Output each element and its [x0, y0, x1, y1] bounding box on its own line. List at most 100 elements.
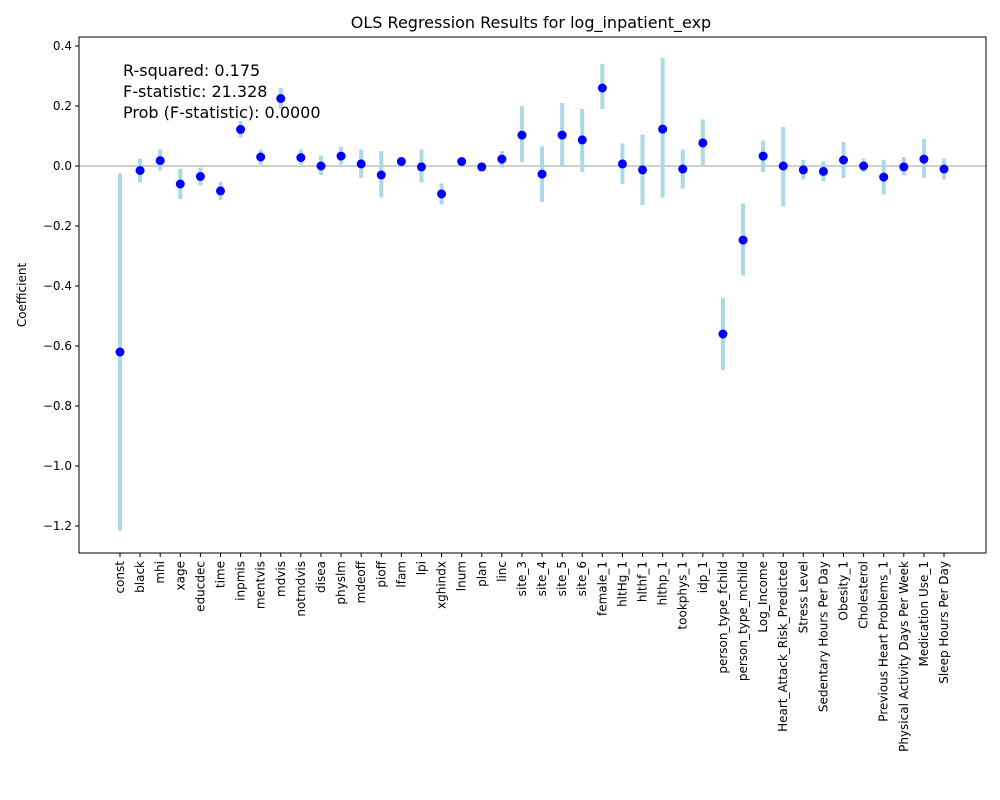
prob-f-statistic-annotation: Prob (F-statistic): 0.0000	[123, 103, 321, 122]
f-statistic-annotation: F-statistic: 21.328	[123, 82, 267, 101]
x-tick-label: Obesity_1	[837, 561, 851, 620]
x-tick-label: site_5	[555, 561, 569, 596]
data-point	[256, 152, 266, 162]
data-point	[678, 164, 688, 174]
x-tick-label: Heart_Attack_Risk_Predicted	[776, 561, 790, 732]
x-tick-label: tookphys_1	[676, 561, 690, 630]
chart-title: OLS Regression Results for log_inpatient…	[351, 13, 711, 33]
y-tick-label: 0.0	[53, 159, 72, 173]
x-tick-label: lnum	[455, 561, 469, 591]
data-point	[437, 189, 447, 199]
data-point	[899, 162, 909, 172]
data-point	[497, 154, 507, 164]
y-tick-label: 0.2	[53, 99, 72, 113]
x-tick-label: notmdvis	[294, 561, 308, 617]
data-point	[658, 124, 668, 134]
x-tick-label: hlthp_1	[656, 561, 670, 606]
x-tick-label: person_type_mchild	[736, 561, 750, 681]
data-point	[195, 172, 205, 181]
y-tick-label: −0.8	[43, 399, 72, 413]
x-tick-label: mentvis	[254, 561, 268, 609]
x-tick-label: physlm	[334, 561, 348, 605]
x-tick-label: pioff	[374, 560, 388, 587]
y-tick-label: −0.4	[43, 279, 72, 293]
data-point	[778, 161, 788, 171]
x-tick-label: educdec	[193, 561, 207, 612]
plot-frame	[78, 36, 987, 554]
x-tick-label: site_3	[515, 561, 529, 596]
x-tick-label: Medication Use_1	[917, 561, 931, 667]
data-point	[698, 138, 708, 148]
data-point	[758, 151, 768, 161]
data-point	[617, 159, 627, 169]
data-point	[477, 162, 487, 172]
data-point	[839, 155, 849, 165]
y-tick-label: 0.4	[53, 39, 72, 53]
data-point	[215, 186, 225, 196]
data-point	[537, 169, 547, 179]
r-squared-annotation: R-squared: 0.175	[123, 61, 260, 80]
data-point	[738, 235, 748, 245]
x-tick-label: xghindx	[435, 561, 449, 609]
x-tick-label: site_6	[575, 561, 589, 596]
x-tick-label: site_4	[535, 561, 549, 596]
x-tick-label: plan	[475, 561, 489, 587]
x-tick-label: hlthf_1	[636, 561, 650, 602]
x-tick-label: hltHg_1	[615, 561, 629, 607]
x-tick-label: Physical Activity Days Per Week	[897, 561, 911, 752]
x-tick-label: disea	[314, 561, 328, 593]
data-point	[919, 154, 929, 164]
data-point	[296, 153, 306, 163]
y-axis-title: Coefficient	[15, 263, 29, 328]
data-point	[175, 179, 185, 189]
x-tick-label: person_type_fchild	[716, 561, 730, 674]
data-point	[276, 94, 286, 103]
data-point	[236, 124, 246, 134]
data-point	[135, 166, 145, 175]
data-point	[517, 130, 527, 140]
x-tick-label: mdeoff	[354, 560, 368, 603]
data-point	[557, 130, 567, 140]
x-tick-label: Sleep Hours Per Day	[937, 561, 951, 684]
y-tick-label: −1.2	[43, 519, 72, 533]
y-tick-label: −0.2	[43, 219, 72, 233]
data-point	[155, 156, 165, 166]
data-point	[336, 151, 346, 161]
x-tick-label: const	[113, 561, 127, 594]
data-point	[577, 135, 587, 145]
x-tick-label: xage	[173, 561, 187, 590]
data-point	[115, 347, 125, 357]
x-tick-label: idp_1	[696, 561, 710, 593]
x-tick-label: mdvis	[274, 561, 288, 597]
y-tick-label: −0.6	[43, 339, 72, 353]
data-point	[396, 157, 406, 166]
x-tick-label: Cholesterol	[857, 561, 871, 629]
x-tick-label: linc	[495, 561, 509, 582]
data-point	[356, 159, 366, 169]
x-tick-label: Log_Income	[756, 561, 770, 633]
data-point	[457, 157, 467, 166]
data-point	[879, 172, 889, 182]
data-point	[818, 166, 828, 176]
data-point	[376, 170, 386, 180]
x-tick-label: female_1	[595, 561, 609, 616]
x-tick-label: black	[133, 561, 147, 593]
x-tick-label: Sedentary Hours Per Day	[816, 561, 830, 712]
plot-area: 0.4 0.2 0.0 −0.2 −0.4 −0.6 −0.8 −1.0 −1.2 const bl…	[43, 36, 987, 752]
data-point	[798, 165, 808, 175]
y-tick-label: −1.0	[43, 459, 72, 473]
data-point	[416, 162, 426, 172]
x-tick-label: inpmis	[234, 561, 248, 601]
x-tick-label: mhi	[153, 561, 167, 584]
data-point	[316, 161, 326, 171]
data-point	[718, 329, 728, 339]
data-point	[859, 161, 869, 171]
x-tick-label: Stress Level	[796, 561, 810, 633]
data-point	[638, 165, 648, 175]
data-point	[597, 83, 607, 93]
x-tick-label: lpi	[414, 561, 428, 575]
data-point	[939, 164, 949, 174]
x-tick-label: lfam	[394, 561, 408, 588]
